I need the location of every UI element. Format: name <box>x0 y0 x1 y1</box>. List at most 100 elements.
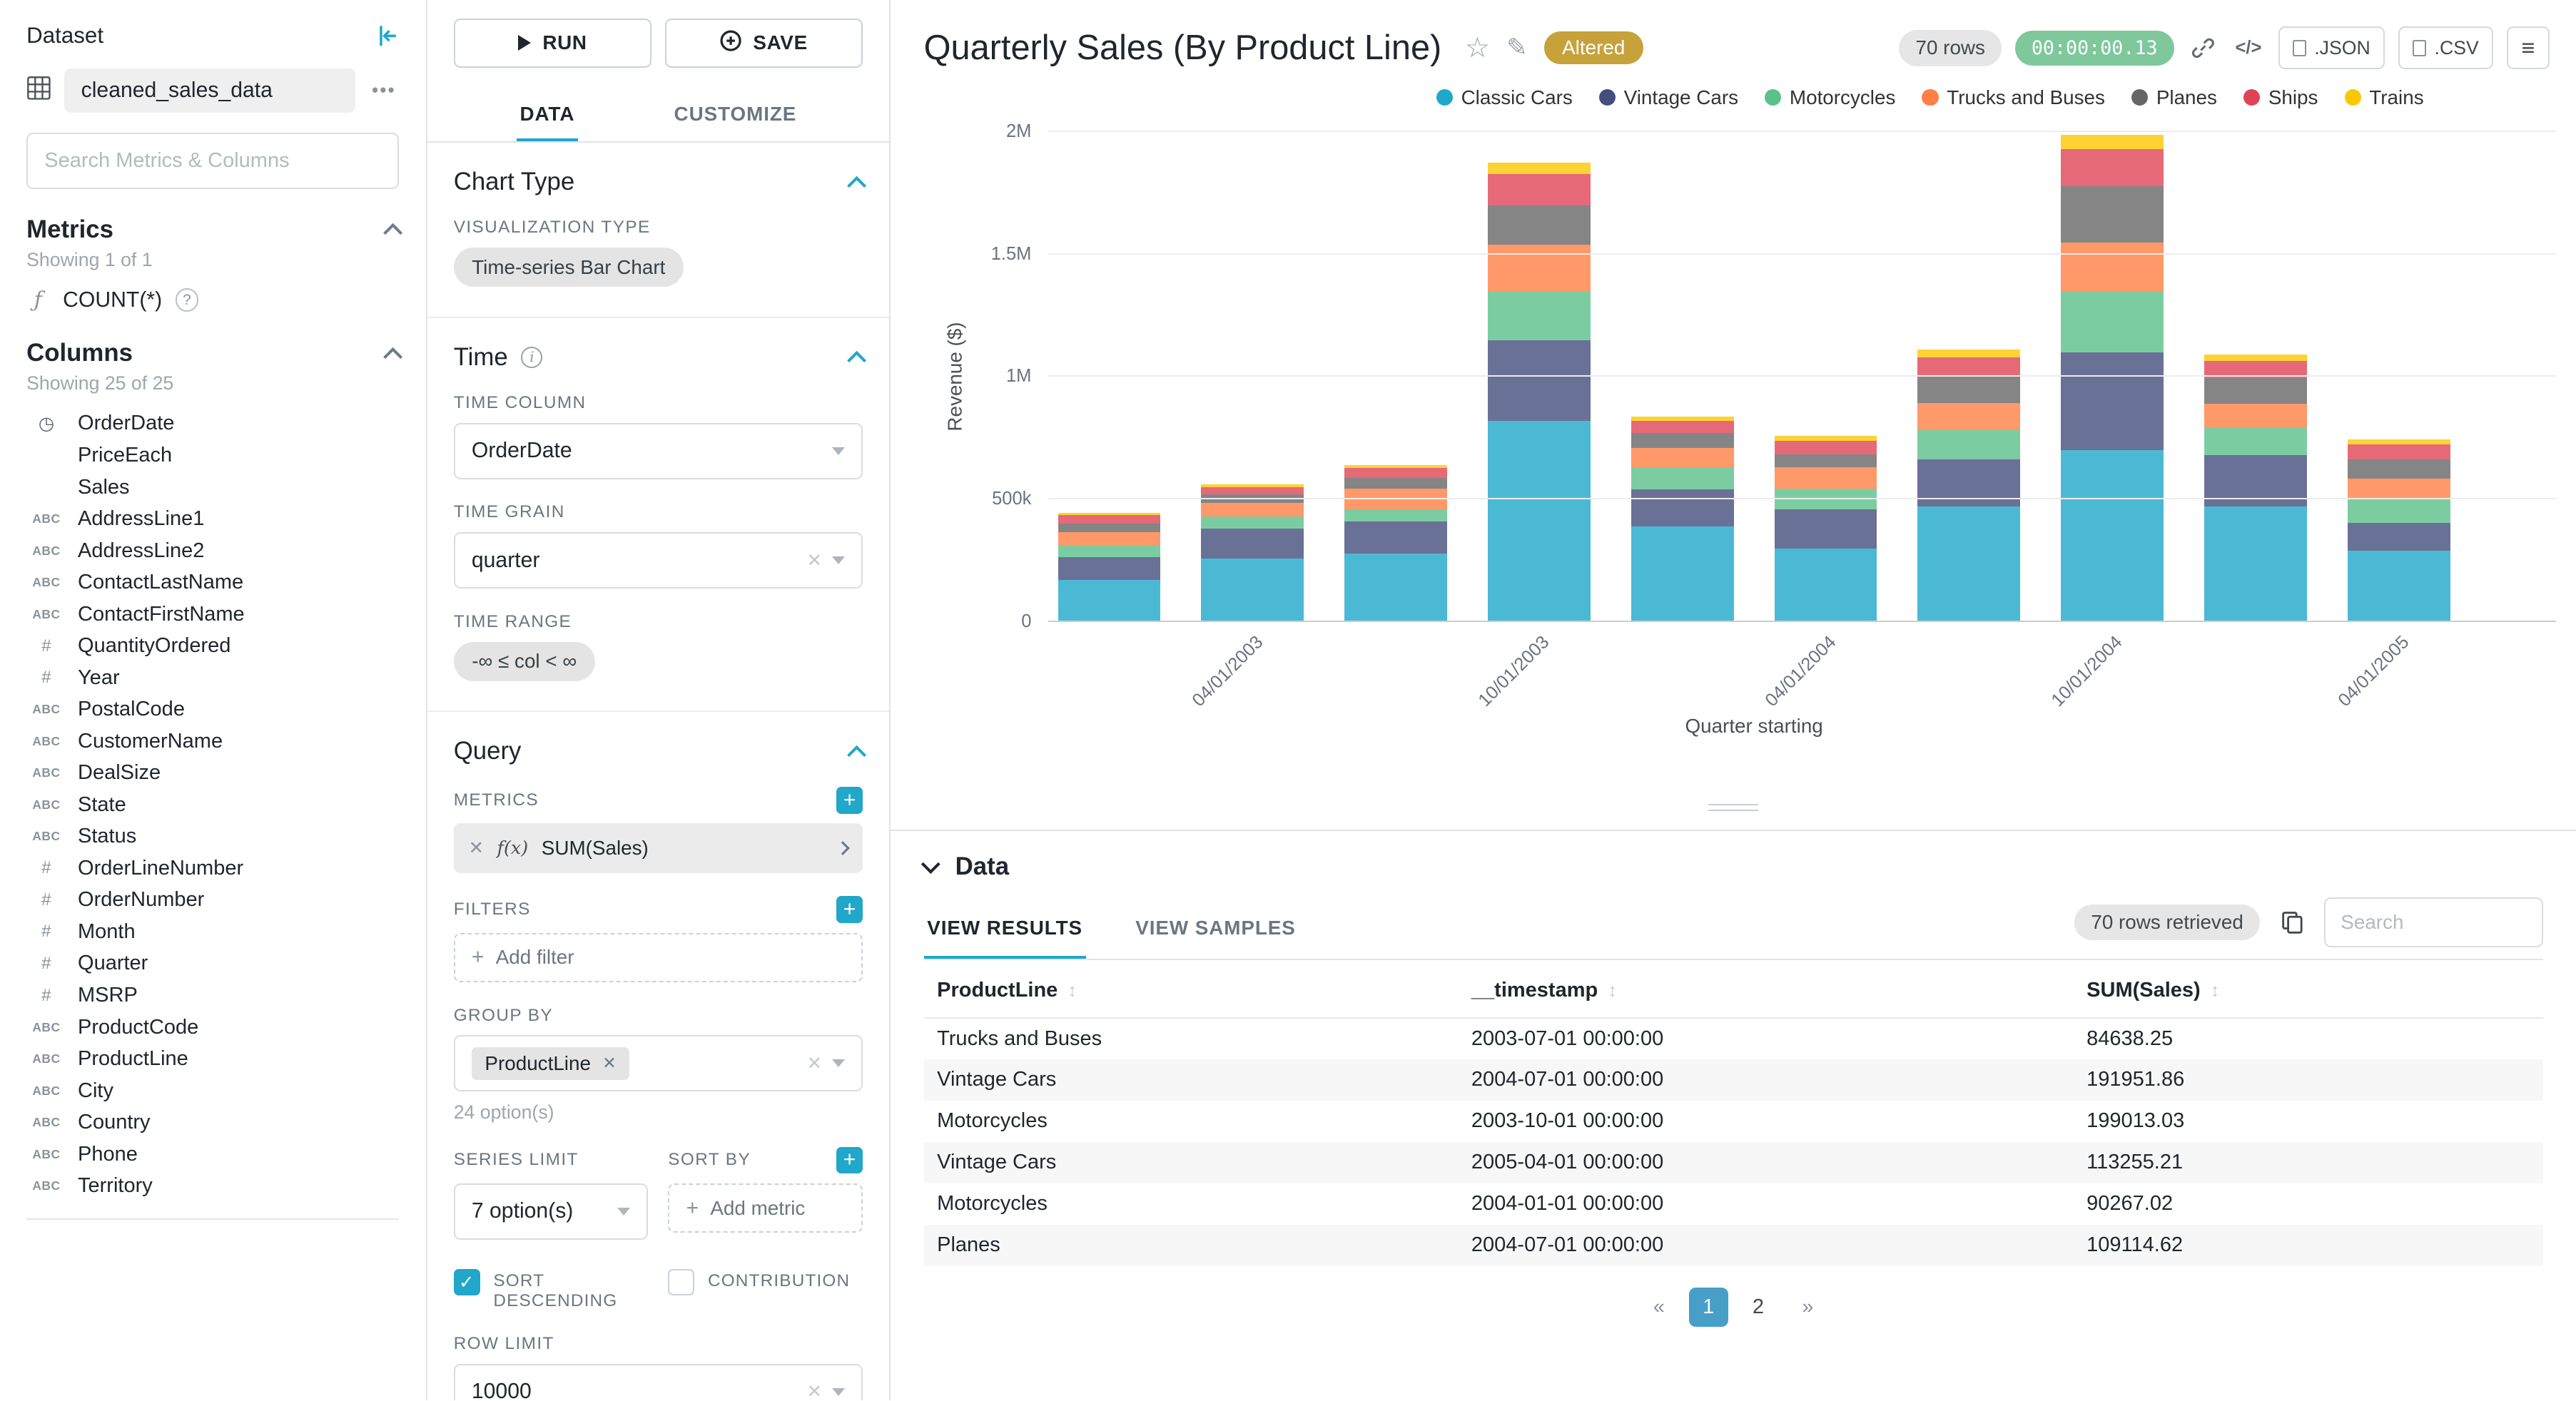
chevron-up-icon[interactable] <box>846 745 866 764</box>
time-range-chip[interactable]: -∞ ≤ col < ∞ <box>453 641 595 681</box>
page-button[interactable]: « <box>1639 1288 1679 1328</box>
column-item[interactable]: # OrderNumber <box>26 885 399 917</box>
bar-segment[interactable] <box>2204 506 2307 622</box>
column-item[interactable]: ABC Status <box>26 821 399 853</box>
column-item[interactable]: ABC City <box>26 1075 399 1107</box>
bar-segment[interactable] <box>1058 580 1161 622</box>
clear-icon[interactable]: ✕ <box>806 1053 822 1074</box>
table-row[interactable]: Vintage Cars 2004-07-01 00:00:00 191951.86 <box>923 1059 2543 1101</box>
column-item[interactable]: ABC AddressLine1 <box>26 503 399 535</box>
bar-segment[interactable] <box>2061 149 2164 186</box>
bar-segment[interactable] <box>1774 454 1877 468</box>
bar-segment[interactable] <box>1344 553 1447 622</box>
bar-segment[interactable] <box>1344 477 1447 489</box>
legend-item[interactable]: Trains <box>2344 86 2424 109</box>
info-icon[interactable]: i <box>521 346 543 369</box>
bar-segment[interactable] <box>1344 464 1447 468</box>
column-item[interactable]: ABC State <box>26 789 399 821</box>
bar-segment[interactable] <box>2347 551 2450 622</box>
copy-data-icon[interactable] <box>2276 907 2308 938</box>
bar-segment[interactable] <box>1487 163 1591 174</box>
bar-segment[interactable] <box>1487 205 1591 245</box>
column-item[interactable]: ABC ProductCode <box>26 1012 399 1044</box>
column-item[interactable]: ABC ProductLine <box>26 1043 399 1075</box>
bar-segment[interactable] <box>2347 523 2450 551</box>
bar-segment[interactable] <box>1344 521 1447 554</box>
view-query-code-icon[interactable]: </> <box>2232 34 2265 61</box>
bar-segment[interactable] <box>1917 459 2021 507</box>
bar-segment[interactable] <box>2204 404 2307 429</box>
column-item[interactable]: Sales <box>26 472 399 504</box>
add-filter-dropzone[interactable]: + Add filter <box>453 932 863 983</box>
bar-segment[interactable] <box>1058 515 1161 524</box>
bar-segment[interactable] <box>2347 439 2450 445</box>
bar-segment[interactable] <box>2204 355 2307 361</box>
panel-resize-handle[interactable] <box>1708 803 1758 817</box>
remove-chip-icon[interactable]: ✕ <box>602 1054 617 1073</box>
bar-segment[interactable] <box>1631 467 1734 490</box>
bar-segment[interactable] <box>2061 291 2164 353</box>
bar-segment[interactable] <box>1058 512 1161 516</box>
stacked-bar[interactable] <box>2204 355 2307 622</box>
metrics-columns-search-input[interactable] <box>26 132 400 189</box>
edit-title-icon[interactable]: ✎ <box>1506 34 1528 62</box>
sort-icon[interactable]: ↕ <box>1068 980 1077 1001</box>
tab-data[interactable]: DATA <box>516 86 578 142</box>
bar-segment[interactable] <box>1058 532 1161 546</box>
bar-segment[interactable] <box>1201 529 1304 559</box>
bar-segment[interactable] <box>1774 548 1877 622</box>
column-item[interactable]: ABC Territory <box>26 1170 399 1202</box>
add-metric-button[interactable]: + <box>836 787 863 814</box>
bar-segment[interactable] <box>1774 435 1877 441</box>
page-button[interactable]: 2 <box>1738 1288 1778 1328</box>
chevron-up-icon[interactable] <box>846 351 866 370</box>
bar-segment[interactable] <box>2061 185 2164 243</box>
clear-icon[interactable]: ✕ <box>806 550 822 571</box>
bar-segment[interactable] <box>1487 245 1591 292</box>
bar-segment[interactable] <box>1201 484 1304 487</box>
dataset-name[interactable]: cleaned_sales_data <box>64 68 355 113</box>
controls-scroll-area[interactable]: Chart Type VISUALIZATION TYPE Time-serie… <box>427 143 890 1400</box>
bar-segment[interactable] <box>2347 499 2450 524</box>
group-by-select[interactable]: ProductLine ✕ ✕ <box>453 1035 863 1092</box>
bar-segment[interactable] <box>1487 421 1591 622</box>
chevron-up-icon[interactable] <box>383 223 402 243</box>
page-button[interactable]: » <box>1788 1288 1828 1328</box>
dataset-more-icon[interactable]: ••• <box>372 80 396 101</box>
column-item[interactable]: PriceEach <box>26 439 399 472</box>
page-button[interactable]: 1 <box>1688 1287 1729 1328</box>
column-item[interactable]: # QuantityOrdered <box>26 630 399 662</box>
group-by-chip[interactable]: ProductLine ✕ <box>471 1046 630 1080</box>
column-item[interactable]: ABC DealSize <box>26 758 399 790</box>
bar-segment[interactable] <box>2204 360 2307 379</box>
stacked-bar[interactable] <box>1917 350 2021 622</box>
column-item[interactable]: ◷ OrderDate <box>26 408 399 440</box>
metric-item[interactable]: ƒ COUNT(*) ? <box>26 287 399 312</box>
bar-segment[interactable] <box>1201 487 1304 495</box>
bar-segment[interactable] <box>1344 467 1447 478</box>
column-header[interactable]: __timestamp ↕ <box>1458 963 2074 1019</box>
legend-item[interactable]: Planes <box>2131 86 2217 109</box>
bar-segment[interactable] <box>1631 416 1734 422</box>
export-csv-button[interactable]: .CSV <box>2398 26 2494 70</box>
column-item[interactable]: ABC Country <box>26 1106 399 1138</box>
save-button[interactable]: SAVE <box>664 18 863 68</box>
help-icon[interactable]: ? <box>175 288 199 312</box>
table-row[interactable]: Vintage Cars 2005-04-01 00:00:00 113255.21 <box>923 1141 2543 1183</box>
stacked-bar[interactable] <box>1631 416 1734 622</box>
bar-segment[interactable] <box>1487 291 1591 340</box>
legend-item[interactable]: Trucks and Buses <box>1922 86 2105 109</box>
remove-metric-icon[interactable]: ✕ <box>468 838 484 859</box>
sort-descending-checkbox[interactable]: ✓ SORT DESCENDING <box>453 1269 649 1310</box>
bar-segment[interactable] <box>1058 556 1161 581</box>
bar-segment[interactable] <box>2061 134 2164 150</box>
column-item[interactable]: ABC AddressLine2 <box>26 535 399 567</box>
column-item[interactable]: # Quarter <box>26 948 399 980</box>
legend-item[interactable]: Ships <box>2243 86 2318 109</box>
bar-segment[interactable] <box>1631 421 1734 434</box>
metric-chip[interactable]: ✕ f(x) SUM(Sales) <box>453 823 863 874</box>
stacked-bar[interactable] <box>1058 512 1161 622</box>
stacked-bar[interactable] <box>2347 439 2450 622</box>
add-sort-metric-button[interactable]: + <box>836 1146 863 1173</box>
chevron-down-icon[interactable] <box>921 855 940 874</box>
